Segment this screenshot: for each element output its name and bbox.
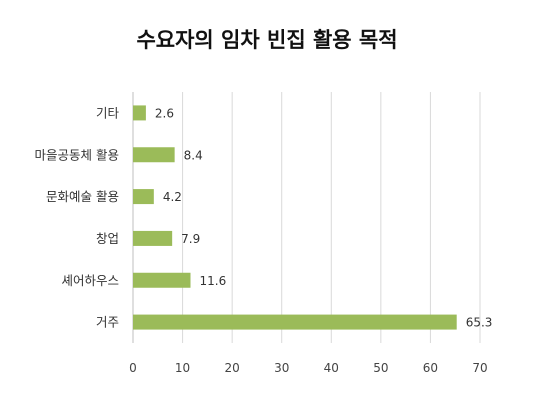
value-label: 2.6 <box>155 106 174 120</box>
category-label: 문화예술 활용 <box>46 189 119 204</box>
x-tick-label: 70 <box>472 361 487 375</box>
category-label: 기타 <box>96 105 120 120</box>
chart-title: 수요자의 임차 빈집 활용 목적 <box>136 28 397 52</box>
bar <box>133 230 173 246</box>
x-tick-label: 50 <box>373 361 388 375</box>
x-tick-label: 10 <box>175 361 190 375</box>
x-tick-label: 20 <box>225 361 240 375</box>
x-tick-labels: 0 10 20 30 40 50 60 70 <box>129 361 487 375</box>
category-label: 거주 <box>96 315 119 330</box>
bar <box>133 147 175 163</box>
category-label: 마을공동체 활용 <box>35 147 119 162</box>
category-label: 셰어하우스 <box>61 273 119 288</box>
value-label: 11.6 <box>200 274 227 288</box>
bar <box>133 105 146 121</box>
bar <box>133 189 154 205</box>
category-label: 창업 <box>96 231 119 246</box>
bar <box>133 314 457 330</box>
value-label: 8.4 <box>184 148 203 162</box>
value-label: 4.2 <box>163 190 182 204</box>
value-label: 7.9 <box>181 232 200 246</box>
x-tick-label: 30 <box>274 361 289 375</box>
value-label: 65.3 <box>466 316 493 330</box>
gridlines <box>182 92 481 343</box>
bar <box>133 272 191 288</box>
bars <box>133 105 457 330</box>
value-labels: 2.6 8.4 4.2 7.9 11.6 65.3 <box>155 106 493 329</box>
x-tick-label: 0 <box>129 361 137 375</box>
x-tick-label: 60 <box>423 361 438 375</box>
x-tick-label: 40 <box>324 361 339 375</box>
